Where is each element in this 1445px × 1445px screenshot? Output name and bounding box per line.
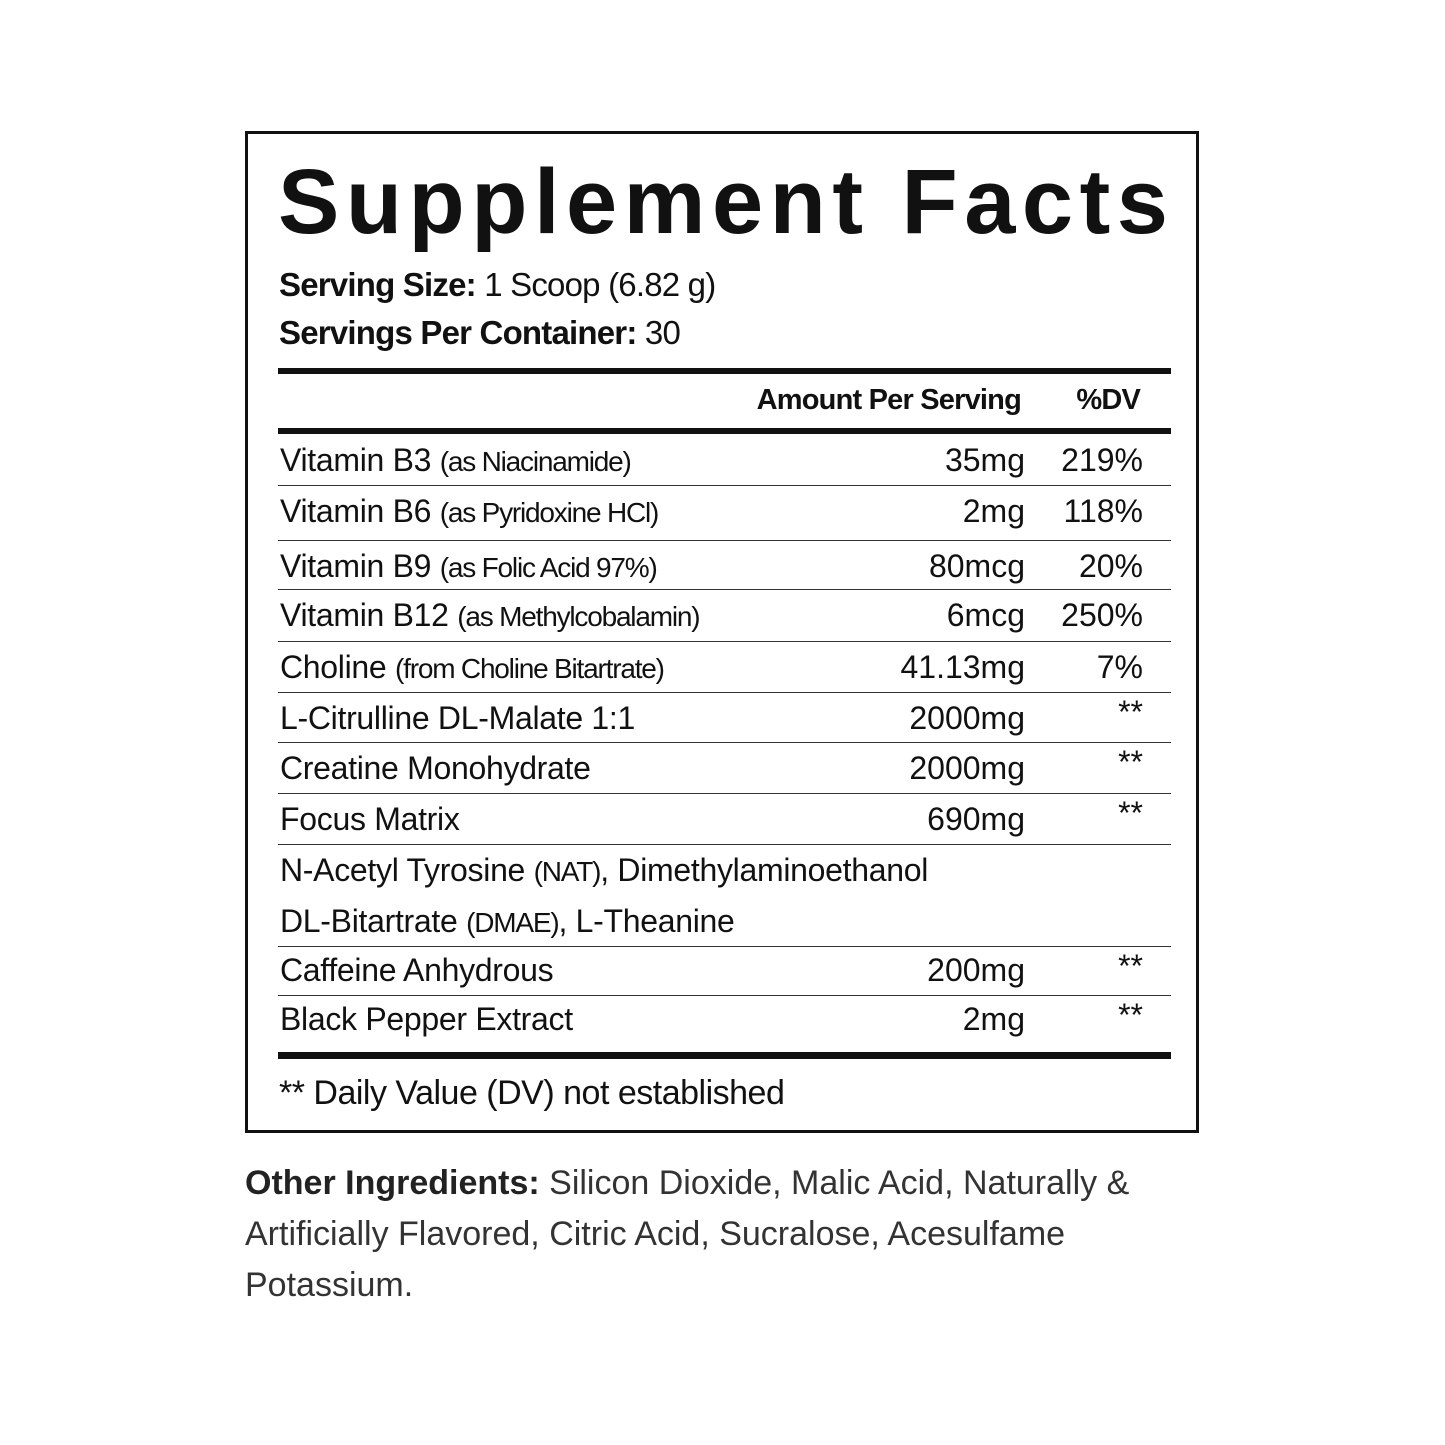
nutrient-name: Vitamin B9 (as Folic Acid 97%) (280, 548, 658, 585)
nutrient-row: Vitamin B3 (as Niacinamide) 35mg 219% (278, 434, 1171, 486)
nutrient-row: Caffeine Anhydrous 200mg ** (278, 946, 1171, 996)
footnote: ** Daily Value (DV) not established (279, 1074, 785, 1112)
nutrient-dv: 219% (1061, 442, 1143, 478)
amount-header: Amount Per Serving (756, 384, 1022, 416)
nutrient-note: (as Methylcobalamin) (457, 601, 700, 632)
nutrient-dv: ** (1118, 948, 1143, 984)
ingredient-abbrev: (DMAE) (466, 907, 560, 938)
nutrient-row: Creatine Monohydrate 2000mg ** (278, 742, 1171, 794)
ingredient-text: DL-Bitartrate (280, 903, 458, 939)
nutrient-dv: 250% (1061, 597, 1143, 633)
nutrient-name: L-Citrulline DL-Malate 1:1 (280, 700, 635, 737)
nutrient-row: Black Pepper Extract 2mg ** (278, 995, 1171, 1045)
nutrient-amount: 2000mg (909, 700, 1025, 736)
serving-size-label: Serving Size: (279, 266, 477, 303)
nutrient-amount: 2mg (962, 493, 1025, 529)
serving-size: Serving Size: 1 Scoop (6.82 g) (279, 266, 716, 303)
nutrient-name: Focus Matrix (280, 801, 460, 838)
nutrient-dv: 118% (1063, 493, 1143, 529)
supplement-facts-panel: Supplement Facts Serving Size: 1 Scoop (… (245, 131, 1199, 1133)
panel-title: Supplement Facts (278, 151, 1175, 253)
other-ingredients: Other Ingredients: Silicon Dioxide, Mali… (245, 1158, 1205, 1311)
nutrient-row: Vitamin B9 (as Folic Acid 97%) 80mcg 20% (278, 540, 1171, 590)
nutrient-row: Focus Matrix 690mg ** (278, 793, 1171, 845)
nutrient-name-text: Creatine Monohydrate (280, 750, 591, 786)
nutrient-dv: ** (1118, 997, 1143, 1033)
nutrient-row: L-Citrulline DL-Malate 1:1 2000mg ** (278, 692, 1171, 743)
ingredient-text: , Dimethylaminoethanol (600, 852, 929, 888)
nutrient-note: (as Folic Acid 97%) (439, 552, 658, 583)
nutrient-name-text: Vitamin B9 (280, 548, 432, 584)
nutrient-dv: ** (1118, 694, 1143, 730)
nutrient-name: Caffeine Anhydrous (280, 952, 554, 988)
nutrient-row: Vitamin B12 (as Methylcobalamin) 6mcg 250% (278, 589, 1171, 642)
nutrient-amount: 80mcg (928, 548, 1025, 584)
nutrient-amount: 41.13mg (900, 649, 1025, 685)
focus-matrix-ingredients: N-Acetyl Tyrosine (NAT), Dimethylaminoet… (280, 852, 928, 889)
nutrient-name-text: Vitamin B3 (280, 442, 432, 478)
nutrient-amount: 6mcg (946, 597, 1025, 633)
servings-label: Servings Per Container: (279, 314, 637, 351)
thick-divider (278, 1052, 1171, 1059)
ingredient-text: , L-Theanine (558, 903, 735, 939)
nutrient-name-text: L-Citrulline DL-Malate 1:1 (280, 700, 636, 736)
nutrient-dv: 7% (1096, 649, 1143, 685)
nutrient-note: (as Pyridoxine HCl) (439, 497, 660, 528)
dv-header: %DV (1076, 384, 1140, 416)
nutrient-dv: ** (1118, 744, 1143, 780)
thick-divider (278, 368, 1171, 374)
other-ingredients-text: Silicon Dioxide, Malic Acid, Naturally &… (245, 1164, 1130, 1304)
servings-per-container: Servings Per Container: 30 (279, 314, 681, 351)
nutrient-name-text: Vitamin B12 (280, 597, 449, 633)
nutrient-dv: ** (1118, 795, 1143, 831)
ingredient-abbrev: (NAT) (533, 856, 602, 887)
nutrient-row: Vitamin B6 (as Pyridoxine HCl) 2mg 118% (278, 485, 1171, 541)
nutrient-name: Vitamin B6 (as Pyridoxine HCl) (280, 493, 660, 530)
serving-size-value: 1 Scoop (6.82 g) (484, 266, 716, 303)
nutrient-dv: 20% (1078, 548, 1143, 584)
nutrient-name: Choline (from Choline Bitartrate) (280, 649, 665, 686)
nutrient-name: Black Pepper Extract (280, 1001, 573, 1037)
servings-value: 30 (644, 314, 681, 351)
nutrient-name: Creatine Monohydrate (280, 750, 591, 787)
nutrient-name: Vitamin B3 (as Niacinamide) (280, 442, 632, 479)
thick-divider (278, 428, 1171, 434)
ingredient-text: N-Acetyl Tyrosine (280, 852, 526, 888)
nutrient-note: (as Niacinamide) (439, 446, 632, 477)
nutrient-row: Choline (from Choline Bitartrate) 41.13mg… (278, 641, 1171, 693)
focus-matrix-ingredients: DL-Bitartrate (DMAE), L-Theanine (280, 903, 735, 940)
nutrient-amount: 35mg (944, 442, 1025, 478)
nutrient-amount: 200mg (927, 952, 1025, 988)
nutrient-name-text: Focus Matrix (280, 801, 460, 837)
nutrient-amount: 2mg (962, 1001, 1025, 1037)
nutrient-note: (from Choline Bitartrate) (395, 653, 665, 684)
other-ingredients-label: Other Ingredients: (245, 1164, 540, 1202)
nutrient-name-text: Vitamin B6 (280, 493, 432, 529)
nutrient-name: Vitamin B12 (as Methylcobalamin) (280, 597, 701, 634)
nutrient-amount: 2000mg (909, 750, 1025, 786)
nutrient-amount: 690mg (927, 801, 1025, 837)
nutrient-name-text: Choline (280, 649, 387, 685)
focus-matrix-detail: N-Acetyl Tyrosine (NAT), Dimethylaminoet… (278, 844, 1171, 947)
